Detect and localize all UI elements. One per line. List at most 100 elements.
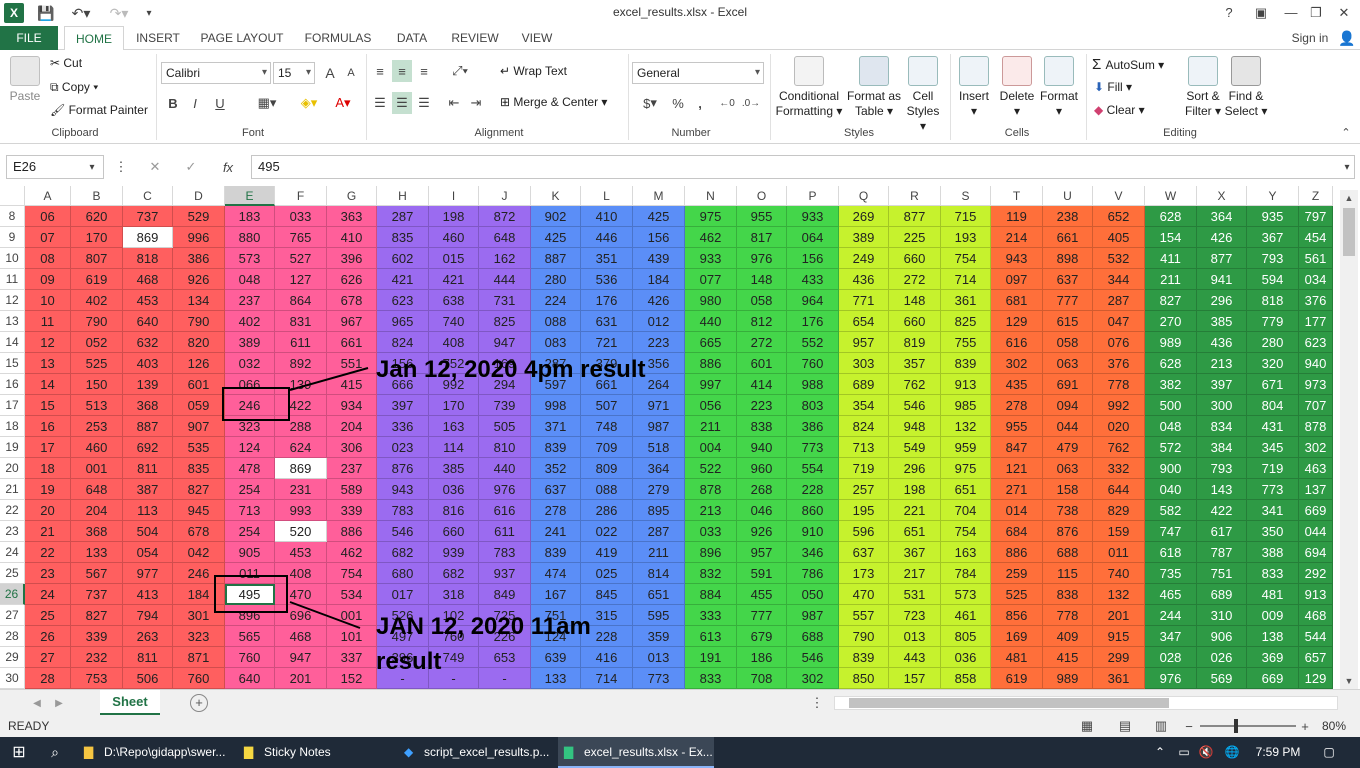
decrease-font-icon[interactable]: A (347, 67, 355, 79)
cell-p29[interactable]: 546 (787, 647, 839, 668)
insert-function-icon[interactable]: fx (222, 159, 234, 175)
cell-r9[interactable]: 225 (889, 227, 941, 248)
font-size-select[interactable]: 15 (273, 62, 315, 84)
cell-w27[interactable]: 244 (1145, 605, 1197, 626)
cell-t16[interactable]: 435 (991, 374, 1043, 395)
cell-m11[interactable]: 184 (633, 269, 685, 290)
cell-u14[interactable]: 058 (1043, 332, 1093, 353)
cell-w14[interactable]: 989 (1145, 332, 1197, 353)
zoom-slider-thumb[interactable] (1234, 719, 1238, 733)
cell-d19[interactable]: 535 (173, 437, 225, 458)
cell-w20[interactable]: 900 (1145, 458, 1197, 479)
language-icon[interactable]: 🌐 (1224, 745, 1240, 759)
cell-c24[interactable]: 054 (123, 542, 173, 563)
cell-l30[interactable]: 714 (581, 668, 633, 689)
cell-f30[interactable]: 201 (275, 668, 327, 689)
cell-v14[interactable]: 076 (1093, 332, 1145, 353)
cell-j9[interactable]: 648 (479, 227, 531, 248)
cell-p11[interactable]: 433 (787, 269, 839, 290)
cell-a25[interactable]: 23 (25, 563, 71, 584)
cell-v28[interactable]: 915 (1093, 626, 1145, 647)
column-header-i[interactable]: I (429, 186, 479, 206)
cell-a9[interactable]: 07 (25, 227, 71, 248)
cell-r21[interactable]: 198 (889, 479, 941, 500)
scroll-down-icon[interactable]: ▼ (1344, 676, 1354, 686)
cell-q23[interactable]: 596 (839, 521, 889, 542)
cell-q10[interactable]: 249 (839, 248, 889, 269)
cell-i25[interactable]: 682 (429, 563, 479, 584)
cell-x10[interactable]: 877 (1197, 248, 1247, 269)
cell-q8[interactable]: 269 (839, 206, 889, 227)
cell-n25[interactable]: 832 (685, 563, 737, 584)
paste-button[interactable]: Paste (6, 56, 44, 104)
cell-e24[interactable]: 905 (225, 542, 275, 563)
cell-i18[interactable]: 163 (429, 416, 479, 437)
cell-m18[interactable]: 987 (633, 416, 685, 437)
cell-d8[interactable]: 529 (173, 206, 225, 227)
cell-u22[interactable]: 738 (1043, 500, 1093, 521)
cell-x18[interactable]: 834 (1197, 416, 1247, 437)
cell-k12[interactable]: 224 (531, 290, 581, 311)
cell-k25[interactable]: 474 (531, 563, 581, 584)
row-header-8[interactable]: 8 (0, 206, 25, 227)
cell-b21[interactable]: 648 (71, 479, 123, 500)
cell-z29[interactable]: 657 (1299, 647, 1333, 668)
cell-j8[interactable]: 872 (479, 206, 531, 227)
cell-j17[interactable]: 739 (479, 395, 531, 416)
cell-x29[interactable]: 026 (1197, 647, 1247, 668)
cell-x19[interactable]: 384 (1197, 437, 1247, 458)
cell-e29[interactable]: 760 (225, 647, 275, 668)
cell-k17[interactable]: 998 (531, 395, 581, 416)
cell-p12[interactable]: 964 (787, 290, 839, 311)
cell-a18[interactable]: 16 (25, 416, 71, 437)
cell-s24[interactable]: 163 (941, 542, 991, 563)
column-header-m[interactable]: M (633, 186, 685, 206)
cell-p17[interactable]: 803 (787, 395, 839, 416)
cell-g30[interactable]: 152 (327, 668, 377, 689)
cell-s21[interactable]: 651 (941, 479, 991, 500)
column-header-f[interactable]: F (275, 186, 327, 206)
cell-y21[interactable]: 773 (1247, 479, 1299, 500)
row-header-13[interactable]: 13 (0, 311, 25, 332)
cell-z16[interactable]: 973 (1299, 374, 1333, 395)
format-painter-button[interactable]: 🖌 Format Painter (50, 103, 148, 117)
cell-l19[interactable]: 709 (581, 437, 633, 458)
cell-t26[interactable]: 525 (991, 584, 1043, 605)
cell-s10[interactable]: 754 (941, 248, 991, 269)
cell-p19[interactable]: 773 (787, 437, 839, 458)
cell-y18[interactable]: 431 (1247, 416, 1299, 437)
cell-p10[interactable]: 156 (787, 248, 839, 269)
cell-p13[interactable]: 176 (787, 311, 839, 332)
cell-r30[interactable]: 157 (889, 668, 941, 689)
cell-i24[interactable]: 939 (429, 542, 479, 563)
cell-b15[interactable]: 525 (71, 353, 123, 374)
cell-d11[interactable]: 926 (173, 269, 225, 290)
cell-g17[interactable]: 934 (327, 395, 377, 416)
cell-s17[interactable]: 985 (941, 395, 991, 416)
windows-start-icon[interactable]: ⊞ (12, 744, 26, 761)
cell-z10[interactable]: 561 (1299, 248, 1333, 269)
cell-p20[interactable]: 554 (787, 458, 839, 479)
cell-b19[interactable]: 460 (71, 437, 123, 458)
cell-u20[interactable]: 063 (1043, 458, 1093, 479)
cell-x21[interactable]: 143 (1197, 479, 1247, 500)
cell-a26[interactable]: 24 (25, 584, 71, 605)
cell-p21[interactable]: 228 (787, 479, 839, 500)
cell-n19[interactable]: 004 (685, 437, 737, 458)
tab-insert[interactable]: INSERT (136, 31, 180, 45)
cell-k15[interactable]: 287 (531, 353, 581, 374)
cell-d24[interactable]: 042 (173, 542, 225, 563)
cell-i10[interactable]: 015 (429, 248, 479, 269)
cell-t27[interactable]: 856 (991, 605, 1043, 626)
cell-l26[interactable]: 845 (581, 584, 633, 605)
cell-t24[interactable]: 886 (991, 542, 1043, 563)
row-header-24[interactable]: 24 (0, 542, 25, 563)
cell-e16[interactable]: 066 (225, 374, 275, 395)
cell-d21[interactable]: 827 (173, 479, 225, 500)
cell-j20[interactable]: 440 (479, 458, 531, 479)
cell-c23[interactable]: 504 (123, 521, 173, 542)
normal-view-icon[interactable]: ▦ (1080, 718, 1094, 733)
cell-s26[interactable]: 573 (941, 584, 991, 605)
align-left-icon[interactable]: ☰ (374, 95, 386, 110)
cell-g20[interactable]: 237 (327, 458, 377, 479)
